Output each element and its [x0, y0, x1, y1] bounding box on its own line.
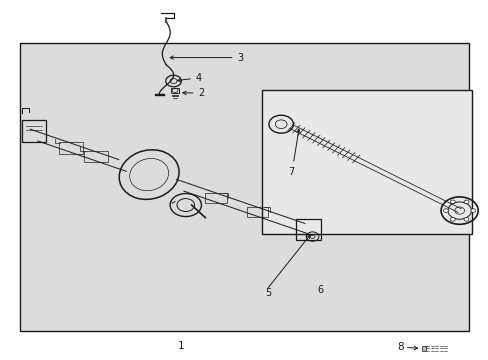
- Text: 4: 4: [195, 73, 202, 84]
- Circle shape: [449, 200, 454, 204]
- Text: 3: 3: [237, 53, 243, 63]
- Circle shape: [449, 217, 454, 221]
- Bar: [261, 90, 471, 234]
- Bar: [170, 88, 179, 93]
- Circle shape: [443, 209, 447, 212]
- Text: 6: 6: [317, 285, 323, 295]
- Circle shape: [463, 217, 468, 221]
- Text: 7: 7: [288, 167, 294, 177]
- Circle shape: [470, 209, 475, 212]
- Text: 5: 5: [264, 288, 270, 298]
- Circle shape: [463, 200, 468, 204]
- Bar: [20, 43, 468, 331]
- Bar: [421, 346, 426, 351]
- Text: 8: 8: [396, 342, 403, 352]
- Text: 1: 1: [177, 341, 184, 351]
- Text: 2: 2: [198, 88, 204, 98]
